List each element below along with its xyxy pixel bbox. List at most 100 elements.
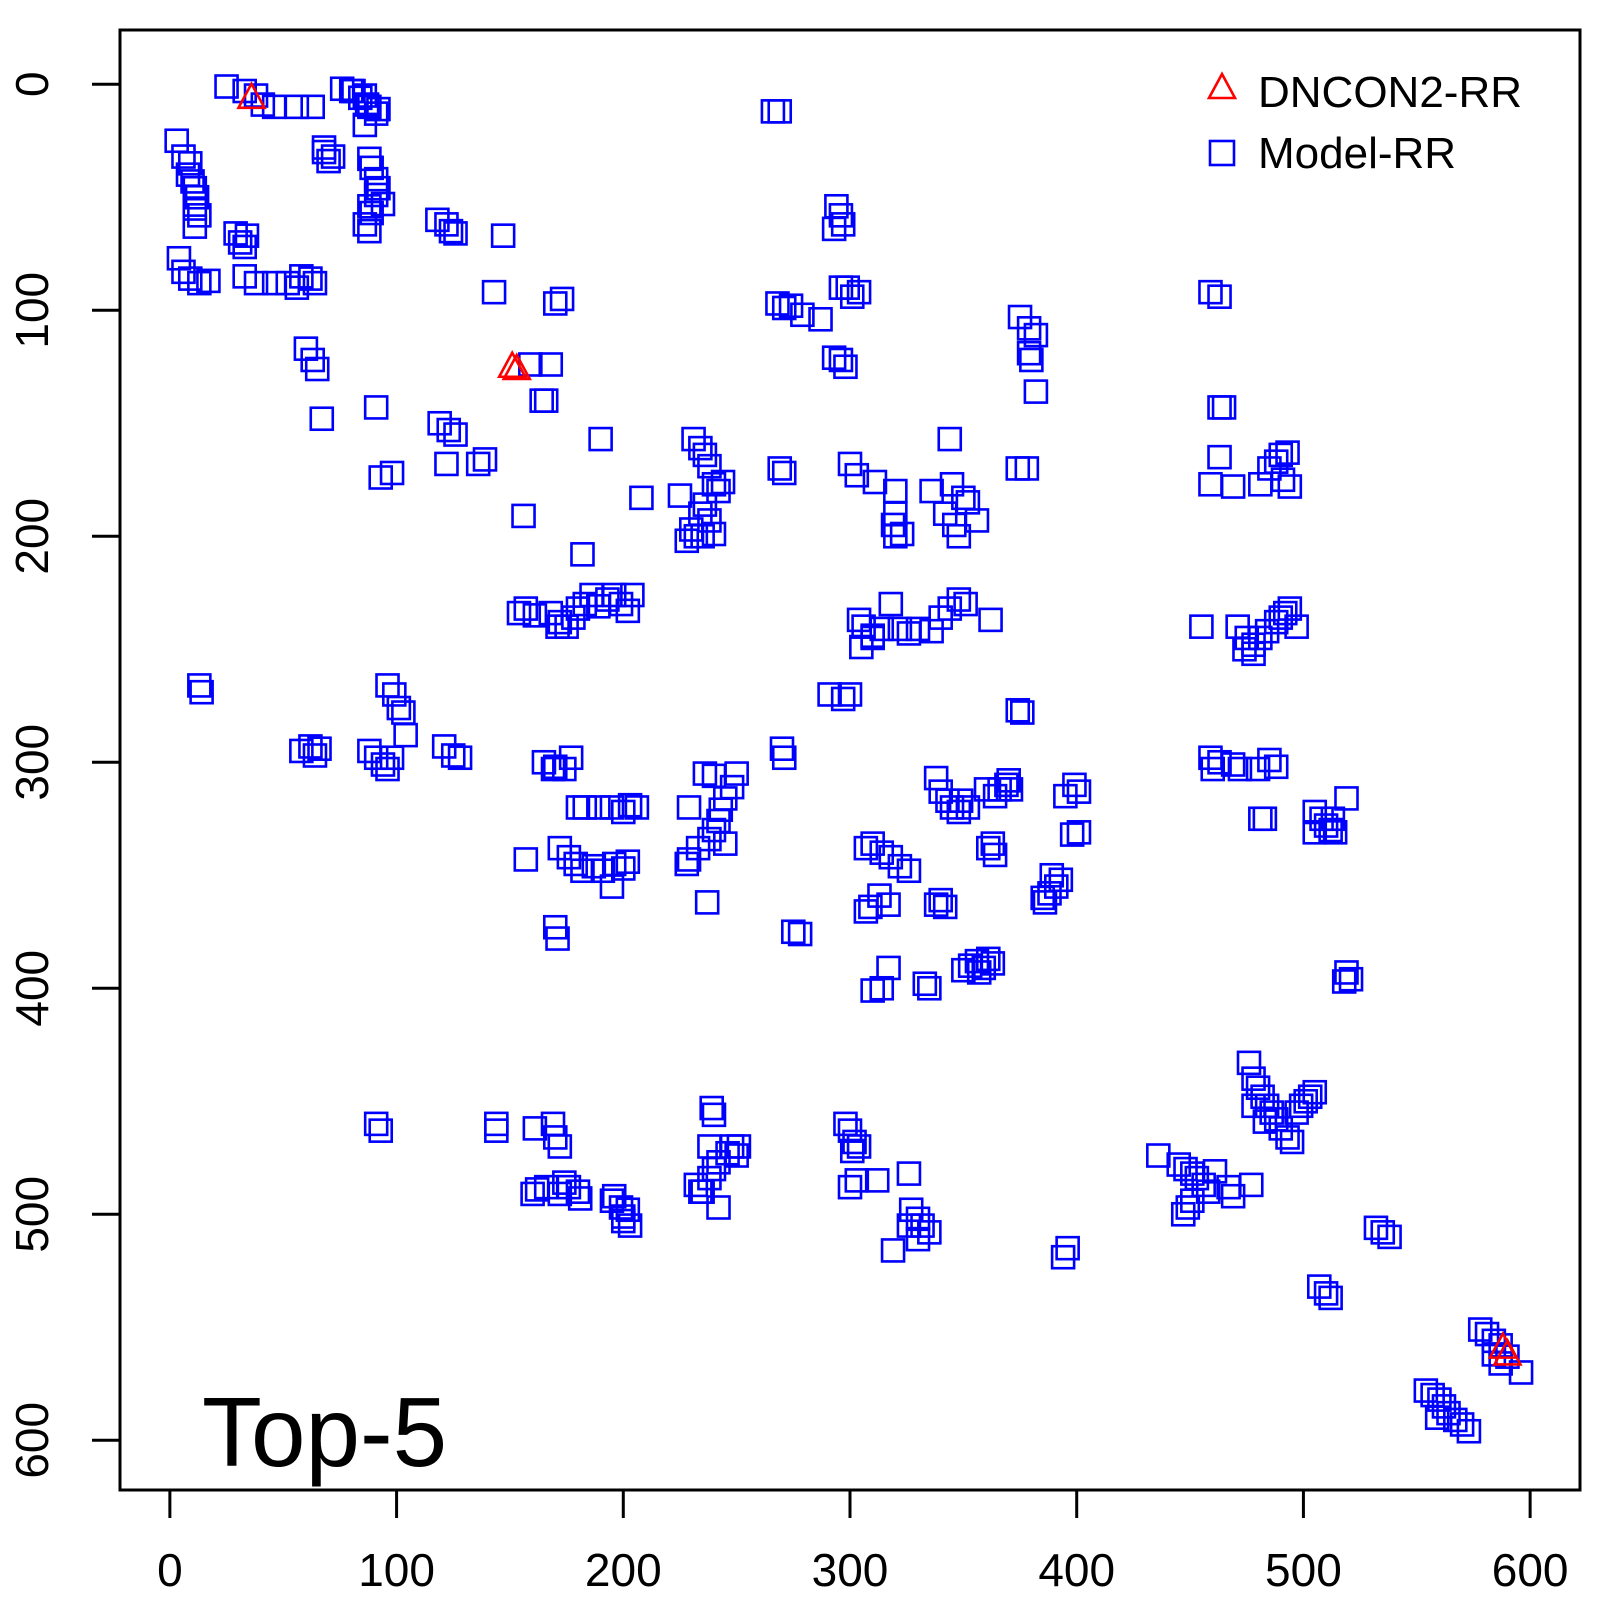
- model-rr-point: [994, 772, 1019, 798]
- dncon2-rr-point: [501, 352, 532, 381]
- x-tick-label: 100: [358, 1544, 435, 1596]
- model-rr-point: [481, 279, 507, 305]
- model-rr-point: [830, 686, 856, 712]
- model-rr-point: [363, 395, 389, 420]
- model-rr-point: [357, 218, 382, 244]
- model-rr-point: [1016, 340, 1042, 366]
- model-rr-point: [760, 99, 786, 124]
- model-rr-point: [484, 1118, 509, 1143]
- x-tick-label: 300: [812, 1544, 889, 1596]
- model-rr-point: [896, 858, 922, 884]
- model-rr-point: [1066, 820, 1092, 845]
- model-rr-point: [910, 1213, 935, 1238]
- model-rr-point: [1195, 1179, 1221, 1204]
- model-rr-point: [1066, 779, 1092, 804]
- model-rr-point: [1241, 641, 1266, 667]
- model-rr-point: [563, 851, 588, 877]
- model-rr-point: [538, 352, 564, 377]
- model-rr-point: [833, 1111, 858, 1137]
- model-rr-point: [683, 1172, 709, 1198]
- x-axis: 0 100 200 300 400 500 600: [157, 1488, 1568, 1596]
- model-rr-point: [674, 851, 700, 877]
- model-rr-point: [1456, 1418, 1482, 1444]
- model-rr-point: [316, 148, 341, 174]
- model-rr-point: [196, 268, 221, 294]
- model-rr-point: [1211, 395, 1237, 420]
- model-rr-point: [1227, 756, 1253, 782]
- model-rr-point: [860, 831, 885, 856]
- model-rr-point: [302, 743, 328, 768]
- model-rr-point: [692, 761, 718, 786]
- model-rr-point: [844, 462, 870, 488]
- model-rr-point: [1232, 636, 1257, 662]
- model-rr-point: [676, 795, 702, 820]
- model-rr-point: [443, 221, 468, 246]
- model-rr-point: [1370, 1220, 1396, 1245]
- model-rr-point: [320, 144, 346, 169]
- y-tick-label: 100: [6, 272, 58, 349]
- model-rr-point: [919, 478, 944, 504]
- model-rr-point: [869, 840, 895, 865]
- legend-label-model-rr: Model-RR: [1258, 129, 1456, 178]
- model-rr-point: [1413, 1378, 1439, 1403]
- model-rr-point: [864, 1168, 890, 1193]
- model-rr-point: [1288, 1093, 1314, 1119]
- model-rr-point: [1059, 822, 1085, 847]
- model-rr-point: [289, 738, 314, 764]
- model-rr-point: [302, 270, 328, 296]
- model-rr-point: [1279, 1129, 1305, 1155]
- model-rr-point: [889, 521, 915, 547]
- model-rr-point: [1198, 279, 1223, 305]
- model-rr-point: [833, 354, 858, 380]
- model-rr-point: [697, 1134, 722, 1159]
- model-rr-point: [545, 926, 570, 951]
- model-rr-point: [781, 919, 806, 945]
- model-rr-point: [1202, 1159, 1228, 1184]
- model-rr-point: [1009, 700, 1035, 725]
- model-rr-point: [542, 291, 568, 316]
- model-rr-point: [599, 874, 625, 899]
- model-rr-point: [187, 270, 212, 296]
- model-rr-point: [697, 1165, 722, 1191]
- model-rr-point: [706, 478, 731, 504]
- model-rr-point: [393, 722, 418, 748]
- model-rr-point: [964, 508, 990, 533]
- model-rr-point: [1313, 1281, 1339, 1306]
- model-rr-point: [928, 887, 953, 913]
- model-rr-point: [724, 1143, 749, 1168]
- model-rr-point: [1252, 806, 1278, 832]
- model-rr-point: [842, 1129, 867, 1155]
- model-rr-point: [896, 1213, 922, 1238]
- model-rr-point: [542, 1125, 568, 1150]
- model-rr-point: [1257, 747, 1282, 773]
- model-rr-point: [298, 266, 323, 291]
- x-tick-label: 200: [585, 1544, 662, 1596]
- model-rr-point: [690, 1179, 715, 1204]
- x-tick-label: 500: [1265, 1544, 1342, 1596]
- model-rr-point: [581, 853, 607, 879]
- model-rr-point: [572, 795, 598, 820]
- model-rr-point: [896, 1161, 922, 1186]
- model-rr-point: [1050, 1244, 1076, 1270]
- model-rr-point: [1014, 456, 1040, 481]
- model-rr-point: [858, 894, 883, 920]
- model-rr-point: [304, 356, 330, 382]
- model-rr-point: [1055, 1235, 1080, 1261]
- model-rr-point: [610, 1208, 636, 1234]
- model-rr-point: [1277, 596, 1303, 621]
- model-rr-point: [923, 892, 949, 917]
- model-rr-point: [615, 849, 641, 875]
- model-rr-point: [1277, 474, 1303, 499]
- model-rr-point: [765, 291, 790, 316]
- model-rr-point: [1268, 605, 1294, 630]
- model-rr-point: [1207, 749, 1232, 775]
- model-rr-point: [363, 1111, 389, 1137]
- model-rr-point: [771, 295, 797, 321]
- model-rr-point: [187, 673, 212, 698]
- model-rr-point: [998, 777, 1024, 802]
- model-rr-point: [533, 388, 559, 413]
- model-rr-point: [379, 460, 405, 486]
- model-rr-point: [1170, 1201, 1196, 1227]
- model-rr-point: [1334, 786, 1359, 811]
- model-rr-point: [1175, 1195, 1201, 1220]
